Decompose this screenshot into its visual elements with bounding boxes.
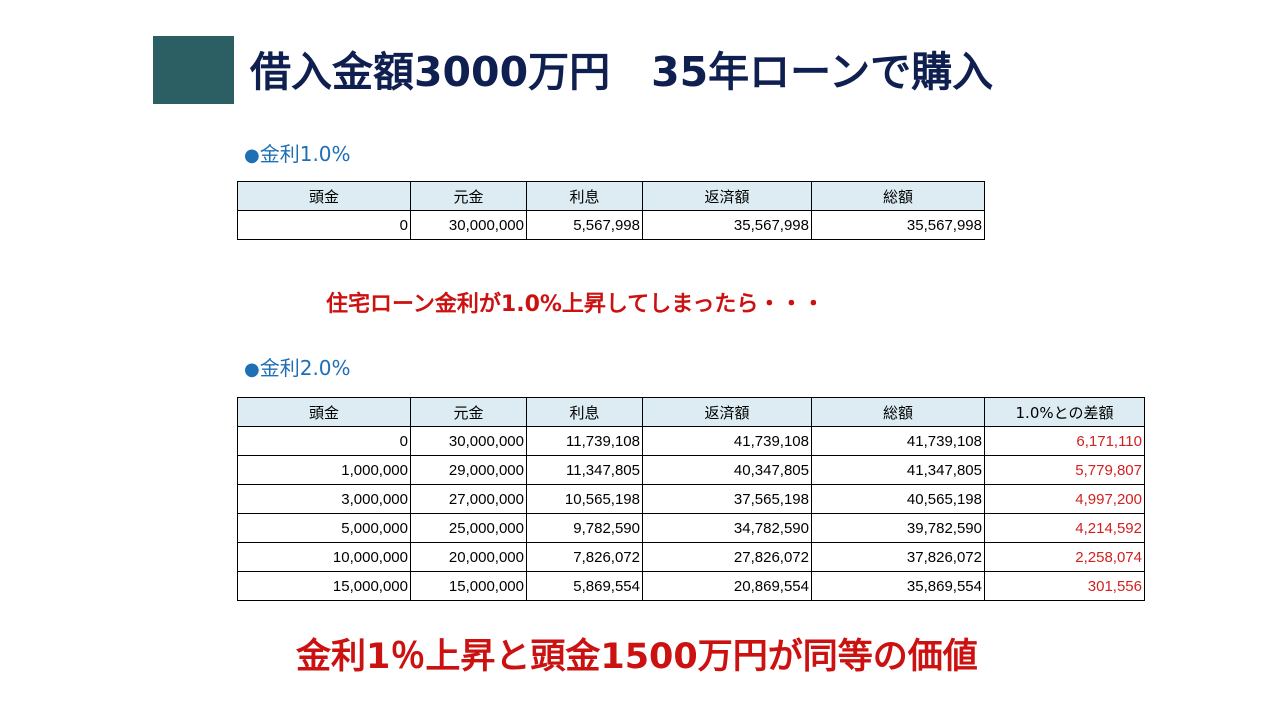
table-cell: 35,567,998: [811, 210, 985, 240]
table-cell: 34,782,590: [642, 513, 812, 543]
table-cell: 10,565,198: [526, 484, 643, 514]
table-cell: 20,869,554: [642, 571, 812, 601]
table-cell: 41,739,108: [811, 426, 985, 456]
table-row: 0 30,000,000 11,739,108 41,739,108 41,73…: [237, 426, 1145, 456]
column-header: 1.0%との差額: [984, 397, 1145, 427]
slide-title: 借入金額3000万円 35年ローンで購入: [250, 48, 994, 96]
section-label-text: 金利2.0%: [259, 356, 351, 380]
table-cell: 37,565,198: [642, 484, 812, 514]
column-header: 元金: [410, 397, 527, 427]
table-cell: 40,565,198: [811, 484, 985, 514]
difference-cell: 301,556: [984, 571, 1145, 601]
table-cell: 39,782,590: [811, 513, 985, 543]
section-label-rate-1: ●金利1.0%: [244, 138, 351, 167]
column-header: 総額: [811, 181, 985, 211]
table-header-row: 頭金 元金 利息 返済額 総額: [237, 181, 985, 211]
column-header: 利息: [526, 397, 643, 427]
table-cell: 5,567,998: [526, 210, 643, 240]
table-cell: 0: [237, 426, 411, 456]
table-cell: 29,000,000: [410, 455, 527, 485]
table-row: 1,000,000 29,000,000 11,347,805 40,347,8…: [237, 455, 1145, 485]
table-cell: 15,000,000: [410, 571, 527, 601]
table-header-row: 頭金 元金 利息 返済額 総額 1.0%との差額: [237, 397, 1145, 427]
table-cell: 35,869,554: [811, 571, 985, 601]
table-cell: 15,000,000: [237, 571, 411, 601]
rate-1-table: 頭金 元金 利息 返済額 総額 0 30,000,000 5,567,998 3…: [237, 181, 985, 240]
table-row: 3,000,000 27,000,000 10,565,198 37,565,1…: [237, 484, 1145, 514]
rate-2-table: 頭金 元金 利息 返済額 総額 1.0%との差額 0 30,000,000 11…: [237, 397, 1145, 601]
table-cell: 5,869,554: [526, 571, 643, 601]
section-label-rate-2: ●金利2.0%: [244, 352, 351, 381]
table-cell: 9,782,590: [526, 513, 643, 543]
difference-cell: 6,171,110: [984, 426, 1145, 456]
difference-cell: 4,997,200: [984, 484, 1145, 514]
column-header: 頭金: [237, 181, 411, 211]
table-cell: 30,000,000: [410, 210, 527, 240]
table-cell: 27,000,000: [410, 484, 527, 514]
column-header: 頭金: [237, 397, 411, 427]
column-header: 総額: [811, 397, 985, 427]
section-label-text: 金利1.0%: [259, 142, 351, 166]
table-cell: 35,567,998: [642, 210, 812, 240]
difference-cell: 2,258,074: [984, 542, 1145, 572]
table-cell: 11,739,108: [526, 426, 643, 456]
table-cell: 3,000,000: [237, 484, 411, 514]
bullet-icon: ●: [244, 145, 260, 166]
table-cell: 30,000,000: [410, 426, 527, 456]
table-cell: 5,000,000: [237, 513, 411, 543]
table-cell: 10,000,000: [237, 542, 411, 572]
table-cell: 41,347,805: [811, 455, 985, 485]
table-cell: 0: [237, 210, 411, 240]
column-header: 返済額: [642, 397, 812, 427]
column-header: 利息: [526, 181, 643, 211]
table-cell: 25,000,000: [410, 513, 527, 543]
conclusion-text: 金利1％上昇と頭金1500万円が同等の価値: [296, 637, 978, 677]
bullet-icon: ●: [244, 359, 260, 380]
column-header: 返済額: [642, 181, 812, 211]
difference-cell: 4,214,592: [984, 513, 1145, 543]
rate-rise-warning: 住宅ローン金利が1.0%上昇してしまったら・・・: [326, 292, 825, 317]
table-cell: 11,347,805: [526, 455, 643, 485]
table-cell: 27,826,072: [642, 542, 812, 572]
table-cell: 7,826,072: [526, 542, 643, 572]
table-row: 15,000,000 15,000,000 5,869,554 20,869,5…: [237, 571, 1145, 601]
difference-cell: 5,779,807: [984, 455, 1145, 485]
title-accent-block: [153, 36, 234, 104]
table-cell: 41,739,108: [642, 426, 812, 456]
table-row: 5,000,000 25,000,000 9,782,590 34,782,59…: [237, 513, 1145, 543]
table-row: 10,000,000 20,000,000 7,826,072 27,826,0…: [237, 542, 1145, 572]
table-row: 0 30,000,000 5,567,998 35,567,998 35,567…: [237, 210, 985, 240]
column-header: 元金: [410, 181, 527, 211]
table-cell: 37,826,072: [811, 542, 985, 572]
table-cell: 20,000,000: [410, 542, 527, 572]
table-cell: 1,000,000: [237, 455, 411, 485]
table-cell: 40,347,805: [642, 455, 812, 485]
